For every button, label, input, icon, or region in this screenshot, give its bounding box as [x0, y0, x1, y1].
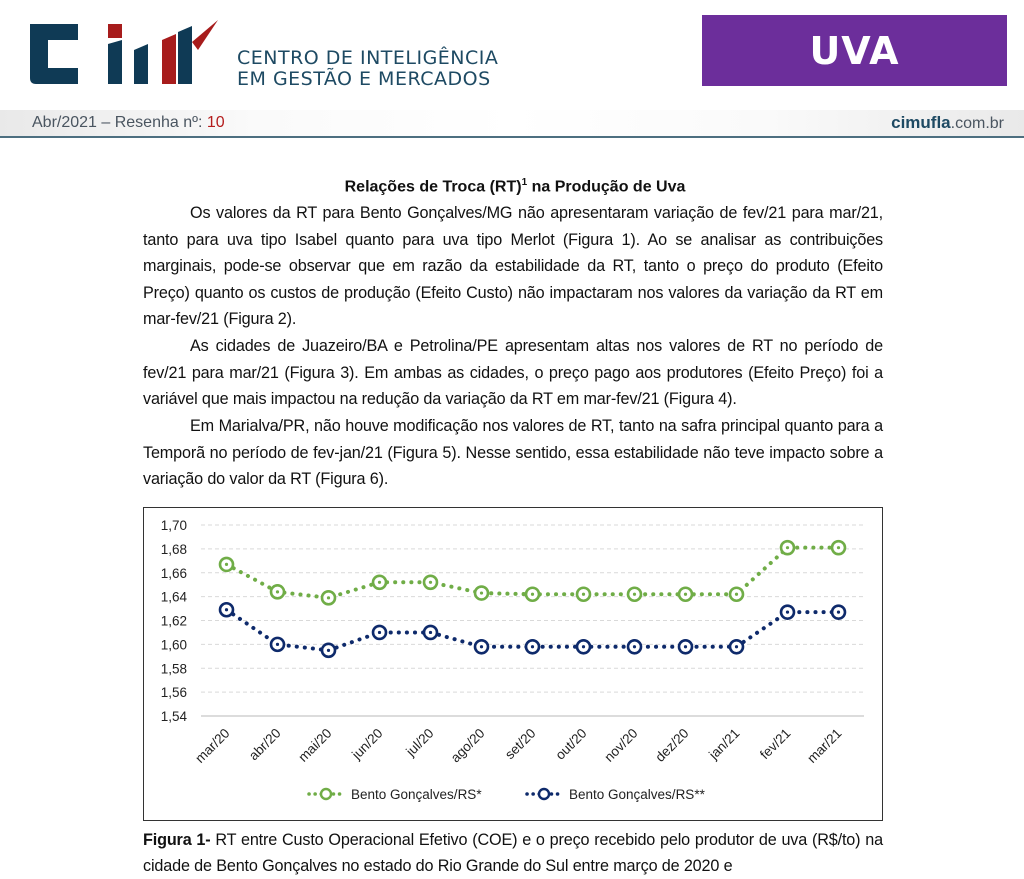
- data-point-center: [836, 546, 841, 550]
- x-tick-label: mar/20: [192, 726, 232, 766]
- data-point-center: [785, 546, 790, 550]
- product-badge-label: UVA: [809, 28, 900, 73]
- x-tick-label: ago/20: [448, 726, 488, 766]
- brand-line-2: EM GESTÃO E MERCADOS: [237, 68, 491, 90]
- x-tick-label: mar/21: [804, 726, 844, 766]
- data-point-center: [632, 592, 637, 596]
- x-tick-label: mai/20: [295, 726, 334, 765]
- y-tick-label: 1,64: [161, 590, 188, 605]
- y-tick-label: 1,68: [161, 542, 187, 557]
- data-point-center: [734, 645, 739, 649]
- data-point-center: [428, 580, 433, 584]
- figure-caption: Figura 1- RT entre Custo Operacional Efe…: [143, 827, 883, 879]
- x-tick-label: set/20: [502, 726, 539, 763]
- brand-line-1: CENTRO DE INTELIGÊNCIA: [237, 47, 499, 69]
- data-point-center: [428, 630, 433, 635]
- data-point-center: [785, 610, 790, 614]
- legend-label: Bento Gonçalves/RS*: [351, 787, 482, 802]
- data-point-center: [734, 592, 739, 596]
- data-point-center: [377, 630, 382, 635]
- data-point-center: [479, 645, 484, 649]
- line-chart: 1,54 1,56 1,58 1,60 1,62 1,64 1,66 1,68 1,70 mar…: [161, 518, 864, 802]
- data-point-center: [275, 642, 280, 646]
- x-tick-label: nov/20: [601, 726, 640, 765]
- y-tick-label: 1,58: [161, 661, 187, 676]
- x-tick-label: jan/21: [705, 726, 742, 763]
- x-tick-label: fev/21: [757, 726, 794, 763]
- y-tick-label: 1,56: [161, 685, 187, 700]
- data-point-center: [581, 645, 586, 649]
- cim-logo: [30, 20, 218, 84]
- x-tick-label: jul/20: [402, 726, 436, 760]
- y-tick-label: 1,66: [161, 566, 187, 581]
- footnote-marker: 1: [521, 177, 528, 188]
- caption-label: Figura 1-: [143, 831, 211, 849]
- paragraph-1: Os valores da RT para Bento Gonçalves/MG…: [143, 204, 883, 328]
- x-tick-label: jun/20: [348, 726, 385, 763]
- issue-number: 10: [206, 114, 225, 131]
- data-point-center: [224, 562, 229, 566]
- legend-marker-icon: [537, 787, 551, 801]
- x-tick-label: dez/20: [652, 726, 691, 765]
- data-point-center: [836, 610, 841, 614]
- data-point-center: [224, 608, 229, 612]
- subheader-bar: Abr/2021 – Resenha nº: 10 cimufla.com.br: [0, 110, 1024, 138]
- caption-text: RT entre Custo Operacional Efetivo (COE)…: [143, 831, 883, 875]
- data-point-center: [326, 596, 331, 600]
- brand-name: CENTRO DE INTELIGÊNCIA EM GESTÃO E MERCA…: [237, 48, 498, 90]
- issue-prefix: Abr/2021 – Resenha nº:: [32, 114, 207, 131]
- data-point-center: [479, 591, 484, 595]
- figure-1-chart: 1,54 1,56 1,58 1,60 1,62 1,64 1,66 1,68 1,70 mar…: [143, 507, 883, 821]
- y-tick-label: 1,60: [161, 637, 187, 652]
- paragraph-3: Em Marialva/PR, não houve modificação no…: [143, 417, 883, 488]
- data-point-center: [530, 645, 535, 649]
- title-rest: na Produção de Uva: [527, 178, 686, 196]
- data-point-center: [530, 592, 535, 596]
- data-point-center: [581, 592, 586, 596]
- data-point-center: [683, 592, 688, 596]
- data-point-center: [326, 648, 331, 652]
- legend-label: Bento Gonçalves/RS**: [569, 787, 706, 802]
- data-point-center: [632, 645, 637, 649]
- data-point-center: [683, 645, 688, 649]
- y-tick-label: 1,54: [161, 709, 188, 724]
- x-tick-label: abr/20: [246, 726, 284, 764]
- product-badge: UVA: [702, 15, 1007, 86]
- article-title: Relações de Troca (RT)1 na Produção de U…: [130, 177, 900, 196]
- site-link[interactable]: cimufla.com.br: [891, 113, 1004, 133]
- y-tick-label: 1,62: [161, 614, 187, 629]
- site-name: cimufla: [891, 113, 951, 132]
- site-domain: .com.br: [950, 115, 1004, 132]
- issue-info: Abr/2021 – Resenha nº: 10: [32, 114, 225, 132]
- x-tick-label: out/20: [552, 726, 589, 763]
- data-point-center: [275, 590, 280, 594]
- data-point-center: [377, 580, 382, 584]
- paragraph-2: As cidades de Juazeiro/BA e Petrolina/PE…: [143, 337, 883, 408]
- title-main: Relações de Troca (RT): [344, 178, 522, 196]
- legend-marker-icon: [319, 787, 333, 801]
- y-tick-label: 1,70: [161, 518, 187, 533]
